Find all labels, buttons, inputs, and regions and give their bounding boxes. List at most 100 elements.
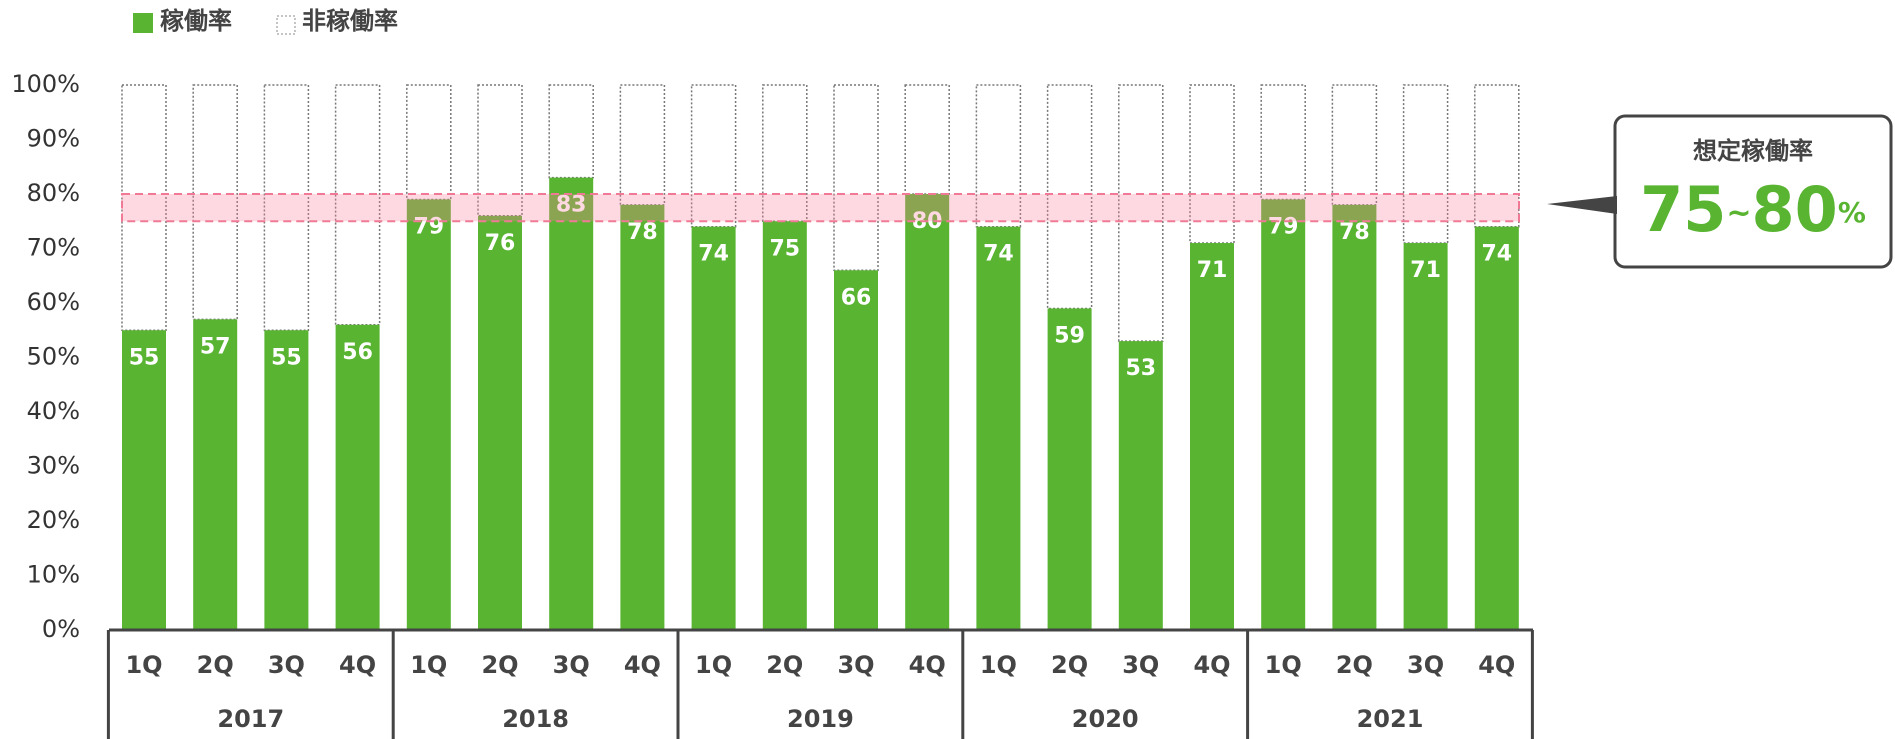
bar <box>976 226 1021 630</box>
value-label: 53 <box>1125 356 1156 381</box>
y-tick-label: 10% <box>27 561 80 589</box>
x-tick-label: 3Q <box>268 651 305 679</box>
group-label: 2019 <box>787 705 854 733</box>
bar-empty <box>619 84 666 206</box>
y-tick-label: 30% <box>27 452 80 480</box>
bar <box>193 319 238 630</box>
bar <box>691 226 736 630</box>
bar <box>122 330 166 630</box>
bar <box>620 204 665 630</box>
value-label: 78 <box>627 220 658 245</box>
x-tick-label: 2Q <box>1336 651 1373 679</box>
value-label: 59 <box>1054 323 1085 348</box>
x-tick-label: 1Q <box>410 651 447 679</box>
y-tick-label: 50% <box>27 343 80 371</box>
x-tick-label: 2Q <box>197 651 234 679</box>
x-tick-label: 4Q <box>1478 651 1515 679</box>
value-label: 71 <box>1197 258 1228 283</box>
bar <box>549 177 594 630</box>
legend-label: 非稼働率 <box>302 7 398 35</box>
legend-label: 稼働率 <box>160 7 232 35</box>
value-label: 74 <box>698 242 729 267</box>
x-tick-label: 1Q <box>695 651 732 679</box>
group-label: 2021 <box>1357 705 1424 733</box>
callout-unit: % <box>1838 196 1866 229</box>
y-tick-label: 70% <box>27 234 80 262</box>
bar-empty <box>121 84 167 331</box>
value-label: 55 <box>129 345 160 370</box>
group-label: 2020 <box>1072 705 1139 733</box>
bar-empty <box>1118 84 1164 342</box>
bar <box>1403 243 1448 631</box>
bar-empty <box>1474 84 1520 228</box>
value-label: 66 <box>841 285 872 310</box>
y-tick-label: 20% <box>27 506 80 534</box>
x-tick-label: 1Q <box>125 651 162 679</box>
bar <box>1332 204 1377 630</box>
x-tick-label: 2Q <box>766 651 803 679</box>
value-label: 71 <box>1410 258 1441 283</box>
y-tick-label: 60% <box>27 288 80 316</box>
bar-empty <box>833 84 879 272</box>
value-label: 57 <box>200 334 231 359</box>
x-tick-label: 4Q <box>1193 651 1230 679</box>
value-label: 79 <box>413 214 444 239</box>
callout-low: 75 <box>1640 173 1726 246</box>
callout-box <box>1613 114 1893 269</box>
y-tick-label: 90% <box>27 125 80 153</box>
bar-empty <box>762 84 808 222</box>
group-label: 2017 <box>217 705 284 733</box>
value-label: 74 <box>1481 242 1512 267</box>
bar-empty <box>1260 84 1306 201</box>
callout-sep: ~ <box>1726 196 1751 231</box>
bar <box>264 330 309 630</box>
x-tick-label: 4Q <box>909 651 946 679</box>
bar-empty <box>406 84 452 201</box>
value-label: 75 <box>769 236 800 261</box>
bar-empty <box>975 84 1022 228</box>
value-label: 78 <box>1339 220 1370 245</box>
bar <box>1474 226 1519 630</box>
bar-empty <box>548 84 594 179</box>
bar <box>1118 341 1163 630</box>
x-tick-label: 4Q <box>339 651 376 679</box>
x-tick-label: 3Q <box>837 651 874 679</box>
bar <box>1261 199 1306 630</box>
bar <box>834 270 878 630</box>
bar-empty <box>192 84 238 321</box>
x-tick-label: 2Q <box>1051 651 1088 679</box>
bar-empty <box>690 84 737 228</box>
bar-empty <box>1402 84 1449 244</box>
bar <box>406 199 451 630</box>
y-tick-label: 80% <box>27 179 80 207</box>
x-tick-label: 1Q <box>1265 651 1302 679</box>
bar <box>1190 243 1234 631</box>
bar-empty <box>904 84 950 195</box>
value-label: 79 <box>1268 214 1299 239</box>
legend-swatch <box>133 13 153 33</box>
bar-empty <box>1331 84 1378 206</box>
y-tick-label: 40% <box>27 397 80 425</box>
x-tick-label: 3Q <box>553 651 590 679</box>
x-tick-label: 3Q <box>1122 651 1159 679</box>
value-label: 74 <box>983 242 1014 267</box>
target-band <box>121 193 1520 223</box>
value-label: 83 <box>556 193 587 218</box>
x-tick-label: 4Q <box>624 651 661 679</box>
bar <box>762 221 807 630</box>
value-label: 56 <box>342 340 373 365</box>
bar-empty <box>263 84 310 331</box>
callout-high: 80 <box>1752 173 1838 246</box>
callout-value: 75~80% <box>1640 173 1866 246</box>
value-label: 76 <box>485 231 516 256</box>
callout-title: 想定稼働率 <box>1693 137 1813 165</box>
y-tick-label: 0% <box>42 615 80 643</box>
value-label: 55 <box>271 345 302 370</box>
y-tick-label: 100% <box>11 70 80 98</box>
bar-empty <box>334 84 381 326</box>
bar <box>335 324 380 630</box>
callout-pointer <box>1547 196 1617 214</box>
bar <box>1047 308 1092 630</box>
bar <box>905 194 950 630</box>
